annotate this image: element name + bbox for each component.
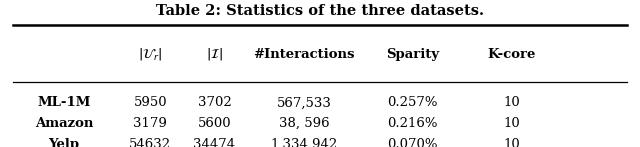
Text: 3702: 3702 [198, 96, 231, 109]
Text: 5600: 5600 [198, 117, 231, 130]
Text: 0.070%: 0.070% [388, 138, 438, 147]
Text: 10: 10 [504, 117, 520, 130]
Text: #Interactions: #Interactions [253, 48, 355, 61]
Text: 5950: 5950 [134, 96, 167, 109]
Text: ML-1M: ML-1M [37, 96, 91, 109]
Text: 0.257%: 0.257% [388, 96, 438, 109]
Text: $|\mathcal{U}_r|$: $|\mathcal{U}_r|$ [138, 46, 163, 62]
Text: 10: 10 [504, 138, 520, 147]
Text: Amazon: Amazon [35, 117, 93, 130]
Text: Table 2: Statistics of the three datasets.: Table 2: Statistics of the three dataset… [156, 4, 484, 18]
Text: K-core: K-core [488, 48, 536, 61]
Text: $|\mathcal{I}|$: $|\mathcal{I}|$ [206, 46, 223, 62]
Text: 567,533: 567,533 [276, 96, 332, 109]
Text: 1,334,942: 1,334,942 [270, 138, 338, 147]
Text: 38, 596: 38, 596 [278, 117, 330, 130]
Text: Sparity: Sparity [386, 48, 440, 61]
Text: 0.216%: 0.216% [388, 117, 438, 130]
Text: 10: 10 [504, 96, 520, 109]
Text: Yelp: Yelp [49, 138, 79, 147]
Text: 3179: 3179 [134, 117, 167, 130]
Text: 34474: 34474 [193, 138, 236, 147]
Text: 54632: 54632 [129, 138, 172, 147]
